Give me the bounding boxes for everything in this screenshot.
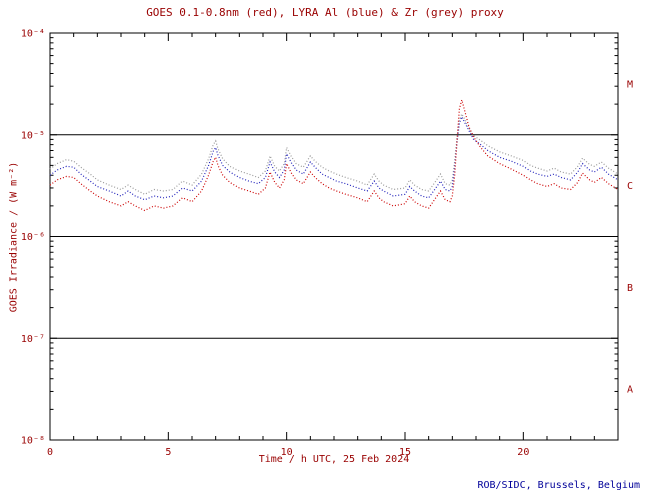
flare-class-label: M: [627, 79, 633, 90]
chart-title: GOES 0.1-0.8nm (red), LYRA Al (blue) & Z…: [146, 6, 504, 19]
svg-text:10: 10: [281, 447, 293, 458]
svg-text:0: 0: [47, 447, 53, 458]
flare-class-label: A: [627, 385, 633, 396]
svg-text:10⁻⁵: 10⁻⁵: [21, 130, 45, 141]
flare-class-label: B: [627, 283, 633, 294]
series-lyra-zr-proxy: [49, 112, 619, 195]
y-axis-label: GOES Irradiance / (W m⁻²): [8, 161, 20, 313]
series-lyra-al-proxy: [49, 115, 619, 201]
svg-text:20: 20: [517, 447, 529, 458]
svg-text:10⁻⁸: 10⁻⁸: [21, 436, 45, 447]
svg-text:15: 15: [399, 447, 411, 458]
svg-text:10⁻⁷: 10⁻⁷: [21, 334, 45, 345]
svg-text:10⁻⁴: 10⁻⁴: [21, 29, 45, 40]
series-goes-0-1-0-8nm: [49, 97, 619, 212]
svg-text:5: 5: [165, 447, 171, 458]
x-axis-label: Time / h UTC, 25 Feb 2024: [258, 454, 410, 465]
flare-class-label: C: [627, 181, 633, 192]
svg-text:10⁻⁶: 10⁻⁶: [21, 232, 45, 243]
credit-text: ROB/SIDC, Brussels, Belgium: [477, 480, 640, 491]
